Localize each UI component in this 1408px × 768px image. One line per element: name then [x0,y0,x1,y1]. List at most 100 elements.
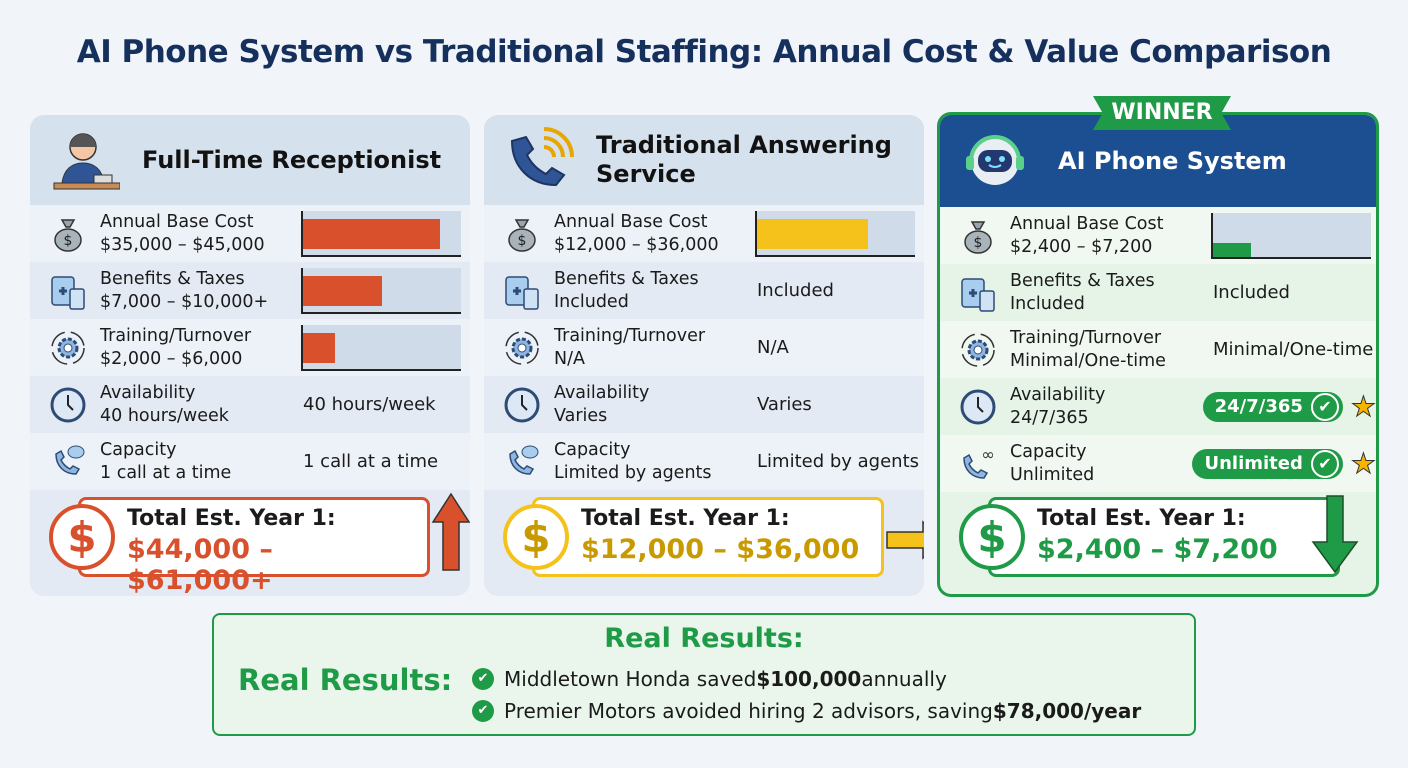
panel-answering-service: Traditional Answering Service $ Annual Bas… [484,115,924,596]
comparison-row: Benefits & Taxes $7,000 – $10,000+ [30,262,470,319]
panel-title: Full-Time Receptionist [142,145,442,174]
row-label: Annual Base Cost [554,211,708,232]
row-label: Training/Turnover [100,325,252,346]
total-label: Total Est. Year 1: [1037,506,1246,531]
clipboard-calculator-icon [502,271,542,311]
total-label: Total Est. Year 1: [581,506,790,531]
total-estimate-box: $ Total Est. Year 1: $2,400 – $7,200 [959,495,1359,577]
row-sub: 1 call at a time [100,462,232,483]
comparison-row: Benefits & Taxes Included Included [484,262,924,319]
phone-chat-icon [502,442,542,482]
cost-bar [1211,212,1371,259]
comparison-row: Availability Varies Varies [484,376,924,433]
row-sub: $2,400 – $7,200 [1010,236,1153,257]
star-icon: ★ [1350,390,1376,424]
total-value: $2,400 – $7,200 [1037,534,1278,565]
value-pill: 24/7/365 ✔ [1202,391,1343,422]
row-value: Limited by agents [757,451,920,472]
total-value: $12,000 – $36,000 [581,534,860,565]
svg-text:$: $ [518,233,527,249]
row-label: Availability [1010,384,1106,405]
row-label: Capacity [554,439,631,460]
row-sub: Included [1010,293,1085,314]
check-icon: ✔ [1310,449,1339,478]
row-value: Minimal/One-time [1213,339,1374,360]
gear-cycle-icon [48,328,88,368]
total-estimate-box: $ Total Est. Year 1: $12,000 – $36,000 [503,497,924,577]
comparison-row: Availability 24/7/365 24/7/365 ✔ ★ [940,378,1376,435]
row-sub: $7,000 – $10,000+ [100,291,269,312]
comparison-row: Capacity Limited by agents Limited by agen… [484,433,924,490]
comparison-row: $ Annual Base Cost $12,000 – $36,000 [484,205,924,262]
comparison-row: Capacity 1 call at a time 1 call at a time [30,433,470,490]
row-label: Annual Base Cost [100,211,254,232]
result-item: ✔ Middletown Honda saved $100,000 annuall… [472,663,1141,695]
check-icon: ✔ [472,700,494,722]
arrow-down-icon [1311,494,1359,578]
total-value: $44,000 – $61,000+ [127,534,273,596]
row-value: 40 hours/week [303,394,436,415]
row-sub: $35,000 – $45,000 [100,234,265,255]
phone-infinity-icon: ∞ [958,444,998,484]
gear-cycle-icon [958,330,998,370]
row-sub: Included [554,291,629,312]
receptionist-icon [50,125,121,195]
cost-bar [301,210,461,257]
clipboard-calculator-icon [48,271,88,311]
clock-icon [48,385,88,425]
panel-ai-phone-system: AI Phone System $ Annual Base Cost $2,400 –… [937,112,1379,597]
row-sub: N/A [554,348,585,369]
row-label: Annual Base Cost [1010,213,1164,234]
results-title: Real Results: [604,623,804,654]
panel-header: Traditional Answering Service [484,115,924,205]
total-label: Total Est. Year 1: [127,506,336,531]
row-sub: Unlimited [1010,464,1095,485]
arrow-right-icon [885,520,924,564]
cost-bar-fill [303,332,335,363]
phone-signal-icon [504,125,574,195]
row-sub: Limited by agents [554,462,712,483]
row-value: Varies [757,394,812,415]
panel-title: Traditional Answering Service [596,131,892,188]
cost-bar-fill [1213,242,1251,257]
row-sub: 40 hours/week [100,405,229,426]
phone-chat-icon [48,442,88,482]
real-results-box: Real Results: Real Results: ✔ Middletown … [212,613,1196,736]
row-label: Capacity [100,439,177,460]
row-sub: 24/7/365 [1010,407,1089,428]
result-item: ✔ Premier Motors avoided hiring 2 advisor… [472,695,1141,727]
row-label: Benefits & Taxes [554,268,699,289]
cost-bar [755,210,915,257]
clipboard-calculator-icon [958,273,998,313]
row-label: Availability [554,382,650,403]
row-value: Included [757,280,834,301]
arrow-up-icon [431,492,470,576]
comparison-row: Training/Turnover Minimal/One-time Minimal… [940,321,1376,378]
clock-icon [502,385,542,425]
check-icon: ✔ [472,668,494,690]
value-pill: Unlimited ✔ [1192,448,1343,479]
comparison-row: Availability 40 hours/week 40 hours/week [30,376,470,433]
row-sub: $2,000 – $6,000 [100,348,243,369]
row-label: Benefits & Taxes [100,268,245,289]
money-bag-icon: $ [48,214,88,254]
panel-title: AI Phone System [1058,146,1287,175]
total-estimate-box: $ Total Est. Year 1: $44,000 – $61,000+ [49,492,470,596]
comparison-row: ∞ Capacity Unlimited Unlimited ✔ ★ [940,435,1376,492]
svg-text:$: $ [64,233,73,249]
money-bag-icon: $ [958,216,998,256]
row-sub: Minimal/One-time [1010,350,1166,371]
panel-header: AI Phone System [940,115,1376,207]
winner-badge: WINNER [1093,96,1231,130]
star-icon: ★ [1350,447,1376,481]
row-label: Availability [100,382,196,403]
results-label: Real Results: [238,663,453,697]
comparison-row: Training/Turnover $2,000 – $6,000 [30,319,470,376]
cost-bar [301,267,461,314]
clock-icon [958,387,998,427]
row-sub: $12,000 – $36,000 [554,234,719,255]
row-label: Training/Turnover [1010,327,1162,348]
comparison-row: $ Annual Base Cost $2,400 – $7,200 [940,207,1376,264]
row-value: Included [1213,282,1290,303]
cost-bar-fill [303,218,441,249]
